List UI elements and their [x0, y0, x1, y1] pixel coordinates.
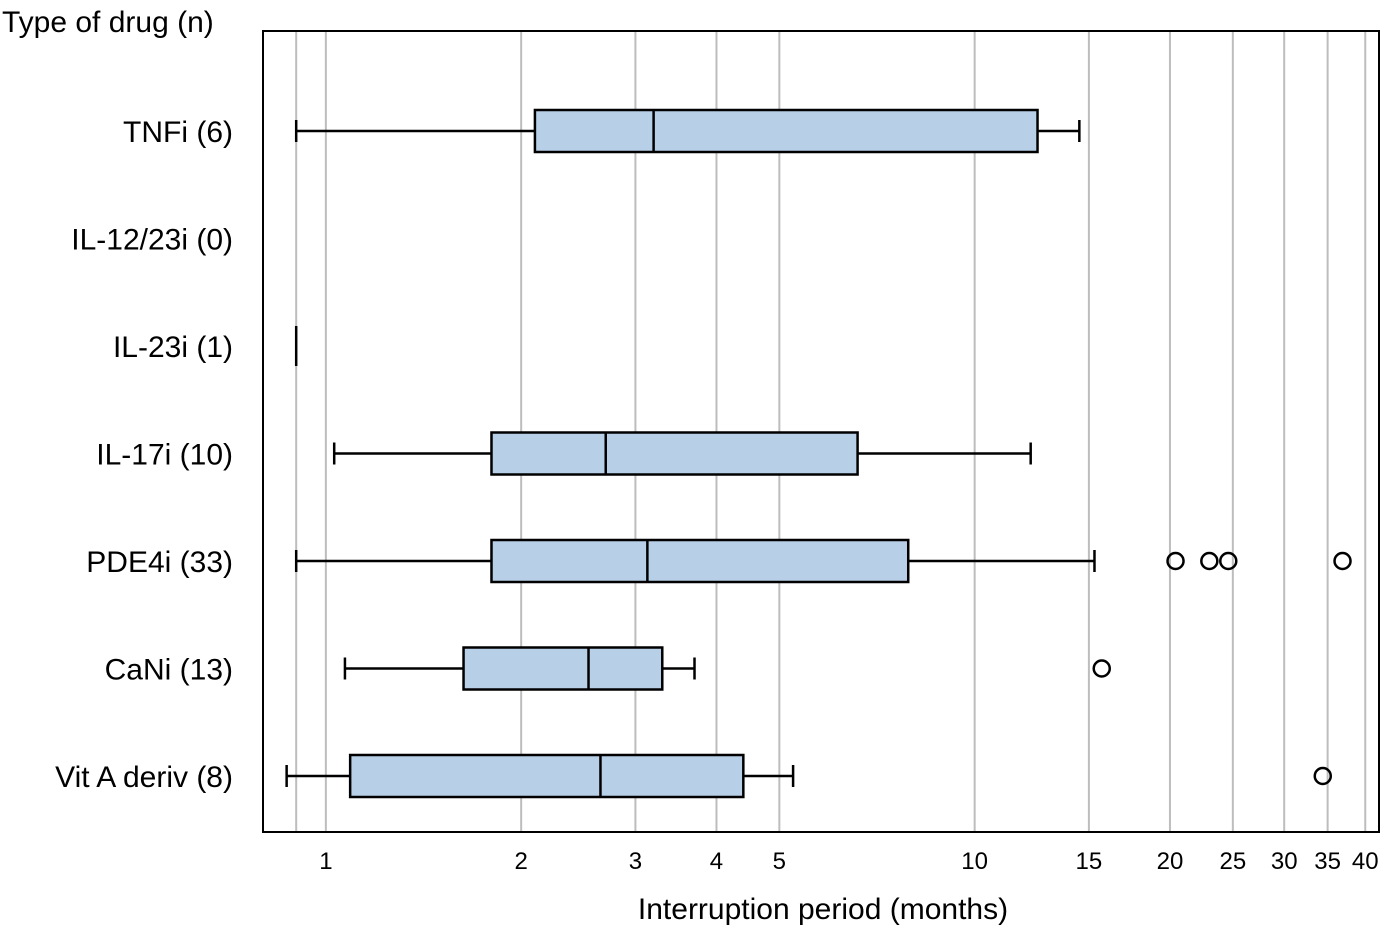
outlier-point — [1333, 551, 1352, 571]
outlier-point — [1166, 551, 1185, 571]
x-tick-label: 10 — [961, 848, 988, 875]
x-tick-label: 25 — [1219, 848, 1246, 875]
category-label: TNFi (6) — [123, 116, 233, 149]
outlier-point — [1313, 766, 1333, 786]
category-label: CaNi (13) — [105, 654, 233, 687]
x-tick-label: 2 — [514, 848, 527, 875]
iqr-box — [490, 431, 859, 476]
outlier-point — [1092, 659, 1111, 678]
x-tick-label: 40 — [1352, 848, 1379, 875]
outlier-point — [1219, 551, 1238, 571]
outlier-point — [1200, 551, 1219, 571]
x-tick-labels: 1 2 3 4 5 10 15 20 25 30 35 40 — [319, 848, 1378, 875]
iqr-box — [462, 646, 664, 691]
x-tick-label: 15 — [1076, 848, 1103, 875]
x-tick-label: 1 — [319, 848, 332, 875]
plot-area-frame — [262, 30, 1380, 833]
category-label: IL-17i (10) — [96, 439, 233, 472]
x-tick-label: 5 — [773, 848, 786, 875]
x-tick-label: 30 — [1271, 848, 1298, 875]
category-label: IL-23i (1) — [113, 331, 233, 364]
box-series — [285, 108, 1352, 799]
x-axis-title: Interruption period (months) — [638, 893, 1008, 926]
box-group — [294, 538, 1352, 584]
y-category-labels: TNFi (6) IL-12/23i (0) IL-23i (1) IL-17i (1… — [55, 116, 233, 794]
y-axis-title: Type of drug (n) — [2, 6, 214, 39]
x-tick-label: 3 — [629, 848, 642, 875]
category-label: Vit A deriv (8) — [55, 761, 233, 794]
box-group — [294, 108, 1081, 154]
x-tick-label: 20 — [1157, 848, 1184, 875]
category-label: PDE4i (33) — [86, 546, 233, 579]
iqr-box — [348, 753, 745, 799]
box-group — [343, 646, 1111, 691]
iqr-box — [533, 108, 1039, 154]
category-label: IL-12/23i (0) — [71, 224, 233, 257]
box-group — [332, 431, 1032, 476]
iqr-box — [490, 538, 910, 584]
box-group — [285, 753, 1333, 799]
x-tick-label: 4 — [710, 848, 723, 875]
x-tick-label: 35 — [1314, 848, 1341, 875]
